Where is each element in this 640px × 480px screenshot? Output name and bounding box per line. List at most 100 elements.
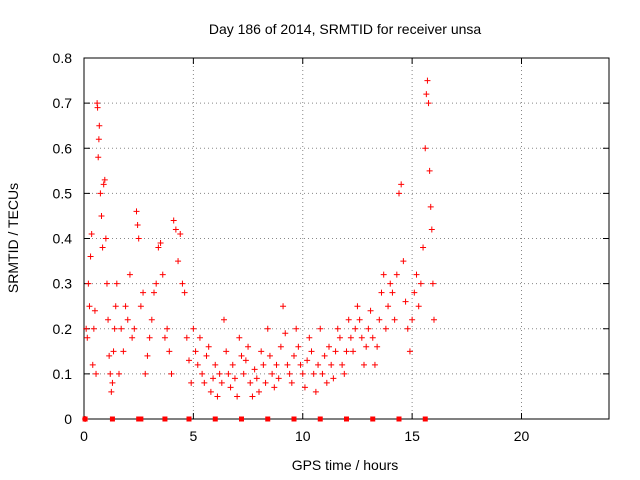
data-point [103,280,110,287]
data-point [426,167,433,174]
data-point [317,325,324,332]
data-point [389,289,396,296]
data-point [192,348,199,355]
data-point [181,289,188,296]
x-tick-label: 15 [404,428,420,444]
data-point [129,334,136,341]
data-point [94,104,101,111]
data-point [177,230,184,237]
data-point [256,388,262,395]
data-point [245,343,252,350]
data-point [271,384,278,391]
y-tick-label: 0.6 [53,140,73,156]
data-point [301,384,308,391]
data-point [378,289,385,296]
plot-frame [83,57,610,420]
data-points [82,77,437,422]
data-point [374,343,381,350]
baseline-marker [109,416,115,422]
y-tick-label: 0.3 [53,276,73,292]
data-point [428,226,435,233]
data-point [417,280,424,287]
data-point [352,325,359,332]
data-point [153,280,160,287]
data-point [96,122,103,129]
data-point [277,343,284,350]
data-point [253,375,260,382]
data-point [101,176,108,183]
data-point [304,357,311,364]
baseline-marker [317,416,323,422]
data-point [172,226,179,233]
data-point [179,280,186,287]
data-point [365,325,372,332]
data-point [328,361,335,368]
data-point [422,145,429,152]
baseline-marker [212,416,218,422]
data-point [199,370,206,377]
data-point [131,325,138,332]
data-point [402,298,409,305]
data-point [93,370,100,377]
x-axis-ticks: 0 5 10 15 20 [80,58,529,444]
data-point [183,334,190,341]
data-point [140,289,147,296]
data-point [273,361,280,368]
data-point [216,370,223,377]
data-point [111,325,118,332]
data-point [367,307,374,314]
y-tick-label: 0.7 [53,95,73,111]
data-point [258,348,265,355]
y-axis-ticks: 0 0.1 0.2 0.3 0.4 0.5 0.6 0.7 0.8 [53,50,609,427]
data-point [194,361,201,368]
baseline-marker [82,416,88,422]
data-point [288,379,295,386]
data-point [95,136,102,143]
data-point [398,181,405,188]
data-point [107,370,114,377]
y-tick-label: 0.4 [53,231,73,247]
data-point [341,370,348,377]
data-point [108,388,115,395]
data-point [291,352,297,359]
data-point [264,325,271,332]
data-point [142,370,149,377]
baseline-marker [239,416,244,422]
data-point [137,303,144,310]
data-point [406,348,413,355]
data-point [425,100,432,107]
data-point [164,325,171,332]
x-tick-label: 0 [80,428,88,444]
data-point [227,384,234,391]
data-point [420,244,427,251]
data-point [102,235,109,242]
x-tick-label: 10 [295,428,311,444]
baseline-marker [162,416,168,422]
data-point [284,361,291,368]
data-point [391,316,398,323]
data-point [231,375,238,382]
data-point [423,91,430,98]
data-point [188,379,195,386]
data-point [409,316,416,323]
data-point [126,271,133,278]
data-point [99,244,106,251]
data-point [411,289,418,296]
y-tick-label: 0.8 [53,50,73,66]
data-point [240,370,247,377]
data-point [326,343,332,350]
data-point [242,357,249,364]
data-point [376,316,383,323]
data-point [166,348,173,355]
data-point [363,343,370,350]
data-point [330,375,337,382]
y-tick-label: 0 [64,411,72,427]
data-point [282,330,289,337]
data-point [201,379,208,386]
data-point [286,370,293,377]
baseline-marker [344,416,349,422]
data-point [385,303,392,310]
data-point [361,361,367,368]
data-point [155,244,162,251]
